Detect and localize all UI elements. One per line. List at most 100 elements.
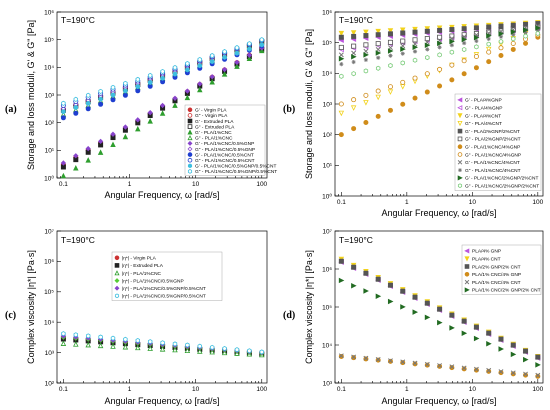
- data-point: [424, 314, 431, 321]
- data-point: [172, 95, 178, 101]
- data-point: [486, 368, 492, 374]
- data-point: [498, 31, 504, 37]
- data-point: [135, 88, 141, 94]
- legend-symbol: [457, 97, 463, 103]
- data-point: [221, 66, 228, 73]
- y-tick-label: 10⁴: [322, 342, 332, 349]
- x-tick-label: 100: [256, 386, 267, 393]
- data-point: [172, 341, 178, 347]
- legend-entry: PLA/1% CNC/4% GNP: [472, 272, 521, 278]
- data-point: [412, 29, 418, 35]
- legend-symbol: [457, 183, 463, 189]
- legend-entry: G" - Extruded PLA: [195, 124, 235, 130]
- data-point: [222, 49, 227, 55]
- data-point: [60, 160, 67, 166]
- data-point: [437, 319, 443, 326]
- y-tick-label: 10⁴: [44, 320, 54, 327]
- legend-entry: |η*| - PLA/1%CNC/0.5%GNP/0.5%CNT: [122, 286, 206, 292]
- data-point: [363, 92, 369, 98]
- data-point: [424, 89, 430, 95]
- data-point: [498, 369, 504, 375]
- data-point: [60, 172, 67, 179]
- data-point: [510, 371, 516, 377]
- legend-symbol: [457, 136, 463, 142]
- data-point: [473, 65, 479, 71]
- series-5: [338, 21, 541, 40]
- data-point: [535, 362, 541, 368]
- legend-symbol: [464, 248, 470, 254]
- data-point: [535, 25, 541, 31]
- y-tick-label: 10³: [45, 92, 55, 99]
- data-point: [73, 96, 79, 102]
- data-point: [351, 43, 357, 49]
- data-point: [437, 306, 443, 312]
- x-tick-label: 0.1: [59, 181, 68, 188]
- series-11: [338, 25, 541, 62]
- data-point: [61, 100, 66, 106]
- legend-entry: PLA/2% GNP/2% CNT: [472, 264, 521, 270]
- data-point: [338, 55, 345, 62]
- legend-entry: |η*| - Extruded PLA: [122, 263, 164, 269]
- x-tick-label: 10: [469, 386, 477, 393]
- data-point: [486, 330, 492, 336]
- y-tick-label: 10³: [45, 350, 55, 357]
- data-point: [400, 360, 406, 366]
- data-point: [110, 141, 116, 148]
- data-point: [424, 362, 430, 368]
- legend-entry: G' - PLA/1%CNC/4%GNP: [465, 145, 520, 151]
- legend-entry: G' - PLA/1%CNC/0.5%GNP: [195, 141, 254, 147]
- legend-frame: [184, 104, 266, 176]
- x-tick-label: 0.1: [59, 386, 68, 393]
- data-point: [498, 346, 504, 352]
- data-point: [363, 42, 369, 48]
- data-point: [510, 342, 516, 348]
- data-point: [498, 23, 504, 29]
- data-point: [498, 38, 504, 45]
- legend-symbol: [187, 157, 193, 163]
- data-point: [375, 94, 381, 101]
- data-point: [498, 336, 504, 342]
- legend-symbol: [187, 169, 193, 174]
- data-point: [461, 330, 468, 336]
- data-point: [486, 341, 492, 347]
- data-point: [461, 26, 467, 32]
- series-6: [338, 277, 541, 368]
- legend-symbol: [457, 152, 463, 157]
- data-point: [486, 59, 492, 65]
- data-point: [535, 354, 541, 360]
- legend-symbol: [464, 287, 470, 293]
- data-point: [535, 373, 541, 379]
- data-point: [412, 95, 418, 101]
- data-point: [85, 333, 91, 339]
- data-point: [510, 351, 517, 358]
- data-point: [197, 63, 203, 69]
- data-point: [98, 101, 104, 107]
- data-point: [123, 80, 128, 86]
- data-point: [85, 92, 91, 98]
- data-point: [351, 97, 357, 103]
- data-point: [400, 79, 406, 85]
- legend-entry: |η*| - PLA/1%CNC: [122, 271, 162, 277]
- data-point: [363, 29, 369, 36]
- data-point: [234, 59, 240, 66]
- x-tick-label: 10: [192, 386, 200, 393]
- data-point: [387, 89, 394, 95]
- y-tick-label: 10⁵: [322, 304, 332, 311]
- data-point: [412, 294, 418, 300]
- y-tick-label: 10⁷: [322, 228, 332, 235]
- data-point: [535, 28, 540, 33]
- data-point: [135, 76, 141, 83]
- legend-symbol: [187, 152, 193, 157]
- data-point: [350, 30, 357, 36]
- data-point: [246, 52, 253, 58]
- y-tick-label: 10⁶: [44, 259, 54, 266]
- data-point: [424, 300, 430, 306]
- data-point: [412, 37, 418, 43]
- legend-entry: PLA/1% CNC/4% CNT: [472, 280, 521, 286]
- data-point: [486, 24, 492, 30]
- x-axis-title-c: Angular Frequency, ω [rad/s]: [105, 396, 220, 406]
- data-point: [523, 372, 529, 378]
- data-point: [61, 109, 66, 115]
- data-point: [197, 56, 203, 63]
